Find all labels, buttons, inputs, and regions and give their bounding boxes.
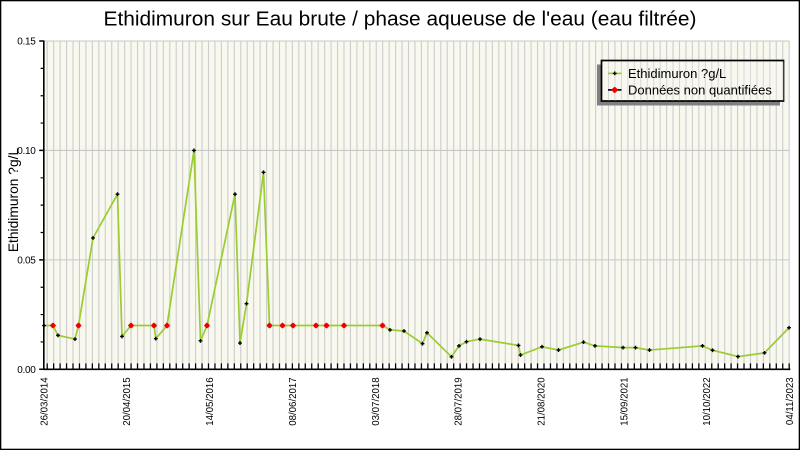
svg-text:08/06/2017: 08/06/2017 bbox=[288, 377, 299, 426]
svg-text:15/09/2021: 15/09/2021 bbox=[619, 377, 630, 426]
svg-text:28/07/2019: 28/07/2019 bbox=[454, 377, 465, 426]
svg-text:10/10/2022: 10/10/2022 bbox=[702, 377, 713, 426]
svg-text:04/11/2023: 04/11/2023 bbox=[785, 377, 796, 425]
svg-text:Ethidimuron sur Eau brute / ph: Ethidimuron sur Eau brute / phase aqueus… bbox=[104, 9, 697, 31]
svg-text:26/03/2014: 26/03/2014 bbox=[39, 377, 50, 426]
svg-text:0.15: 0.15 bbox=[17, 37, 36, 48]
svg-text:20/04/2015: 20/04/2015 bbox=[122, 377, 133, 426]
svg-text:0.05: 0.05 bbox=[17, 255, 36, 266]
svg-text:Ethidimuron ?g/L: Ethidimuron ?g/L bbox=[628, 66, 726, 81]
svg-text:Ethidimuron ?g/L: Ethidimuron ?g/L bbox=[6, 148, 21, 253]
svg-text:0.10: 0.10 bbox=[17, 146, 36, 157]
svg-text:03/07/2018: 03/07/2018 bbox=[371, 377, 382, 426]
svg-text:Données non quantifiées: Données non quantifiées bbox=[628, 82, 772, 97]
svg-text:0.00: 0.00 bbox=[17, 365, 36, 376]
svg-text:14/05/2016: 14/05/2016 bbox=[205, 377, 216, 426]
svg-text:21/08/2020: 21/08/2020 bbox=[536, 377, 547, 426]
